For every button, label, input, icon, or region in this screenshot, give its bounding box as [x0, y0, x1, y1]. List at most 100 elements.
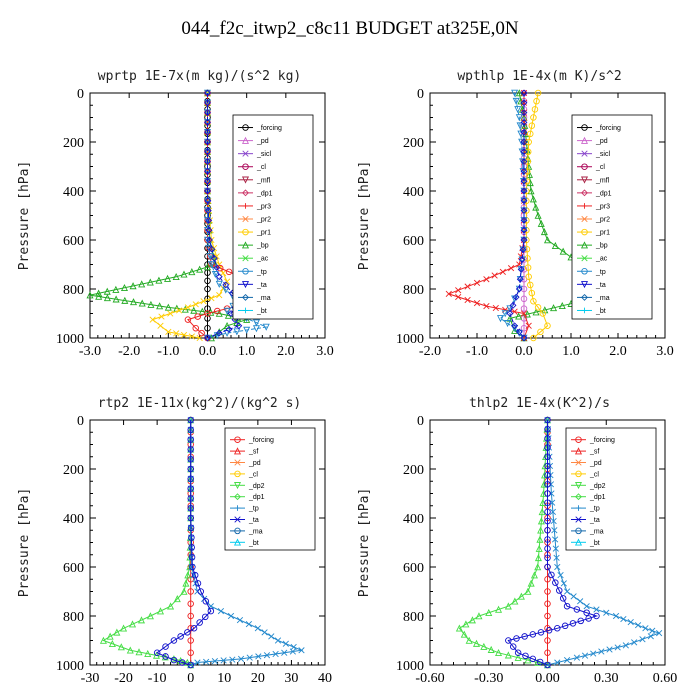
data-point [540, 480, 548, 488]
legend-swatch-marker [575, 527, 582, 535]
data-point [647, 633, 654, 640]
data-point [188, 534, 195, 541]
data-point [282, 640, 289, 647]
data-point [515, 312, 523, 320]
data-point [536, 658, 544, 666]
data-point [513, 635, 520, 642]
data-point [511, 326, 519, 334]
data-point [164, 303, 172, 311]
legend-swatch-marker [581, 255, 588, 262]
data-point [531, 106, 539, 113]
legend-label: _bt [595, 308, 606, 315]
data-point [520, 305, 528, 312]
data-point [473, 279, 481, 286]
data-point [534, 554, 542, 562]
legend-label: _tp [256, 269, 267, 276]
data-point [520, 236, 528, 244]
data-point [534, 658, 542, 666]
x-tick-label: 40 [318, 671, 332, 686]
data-point [544, 490, 551, 497]
legend-swatch-marker [575, 459, 582, 466]
y-tick-label: 600 [403, 561, 424, 576]
legend-label: _tp [248, 506, 259, 513]
data-point [200, 298, 207, 305]
data-point [518, 138, 526, 146]
data-point [196, 619, 203, 626]
data-point [544, 545, 551, 552]
data-point [529, 631, 537, 638]
data-point [172, 272, 180, 280]
data-point [551, 241, 559, 249]
data-point [536, 535, 544, 543]
x-tick-label: 3.0 [656, 344, 674, 359]
data-point [157, 322, 164, 329]
data-point [204, 324, 211, 332]
data-point [534, 304, 542, 311]
legend-label: _dp2 [248, 483, 265, 490]
data-point [552, 579, 559, 586]
data-point [128, 620, 137, 628]
data-point [620, 615, 627, 623]
data-point [634, 622, 642, 629]
data-point [551, 527, 558, 534]
data-point [603, 609, 610, 616]
data-point [570, 593, 577, 600]
data-point [520, 99, 528, 107]
data-point [524, 587, 532, 595]
data-point [527, 579, 535, 587]
data-point [86, 291, 94, 299]
data-point [656, 630, 663, 637]
data-point [164, 274, 172, 282]
data-point [194, 588, 201, 595]
data-point [569, 620, 577, 627]
data-point [520, 207, 528, 215]
data-point [544, 425, 551, 433]
data-point [537, 219, 545, 227]
data-point [254, 625, 261, 632]
data-point [217, 607, 225, 615]
legend-label: _tp [589, 506, 600, 513]
panel-title: thlp2 1E-4x(K^2)/s [469, 396, 610, 411]
data-point [544, 563, 551, 571]
data-point [537, 526, 545, 534]
legend-label: _ma [595, 295, 610, 302]
data-point [544, 588, 551, 595]
legend-label: _forcing [595, 125, 621, 132]
data-point [523, 310, 531, 318]
x-tick-label: -3.0 [79, 344, 101, 359]
y-tick-label: 800 [63, 283, 84, 298]
y-tick-label: 600 [63, 234, 84, 249]
data-point [129, 298, 138, 306]
x-tick-label: -10 [148, 671, 167, 686]
data-point [520, 187, 528, 195]
data-point [530, 114, 537, 121]
data-point [521, 633, 528, 640]
data-point [514, 649, 522, 657]
data-point [514, 653, 522, 661]
data-point [544, 453, 551, 461]
legend-label: _ac [256, 256, 269, 263]
y-tick-label: 200 [403, 463, 424, 478]
data-point [495, 648, 503, 656]
legend-swatch-marker [242, 189, 249, 197]
legend-label: _pd [256, 138, 269, 145]
data-point [95, 292, 103, 300]
x-tick-label: 0.00 [535, 671, 560, 686]
legend-swatch-marker [581, 268, 588, 275]
data-point [556, 587, 563, 594]
data-point [103, 294, 111, 302]
data-point [187, 612, 194, 620]
legend-label: _pr2 [256, 217, 271, 224]
data-point [455, 293, 462, 301]
data-point [535, 544, 543, 552]
data-point [243, 315, 251, 323]
data-point [537, 328, 544, 336]
data-point [512, 293, 520, 301]
legend-label: _dp1 [589, 494, 606, 501]
data-point [188, 544, 195, 551]
y-tick-label: 400 [63, 185, 84, 200]
data-point [541, 462, 549, 470]
legend-swatch-marker [242, 203, 249, 209]
legend-swatch-marker [581, 124, 588, 131]
data-point [204, 118, 211, 126]
